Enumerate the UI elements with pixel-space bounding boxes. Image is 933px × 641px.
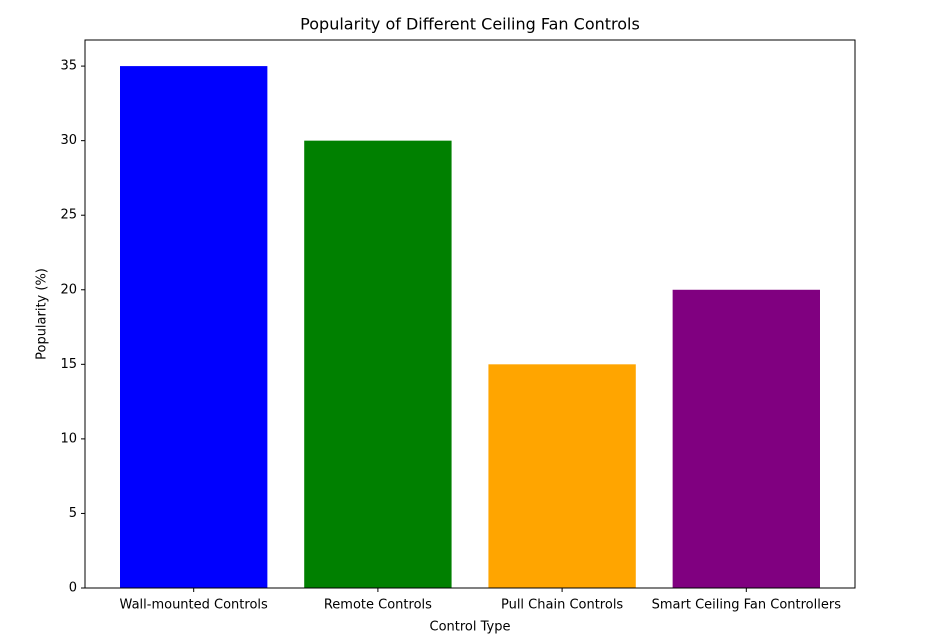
x-tick-label: Wall-mounted Controls [120, 598, 268, 613]
bar [120, 66, 268, 589]
bar [488, 364, 636, 588]
y-tick-label: 20 [60, 282, 77, 297]
x-tick-label: Remote Controls [324, 598, 432, 613]
y-axis-label: Popularity (%) [35, 268, 50, 360]
bar [672, 289, 820, 588]
x-axis-label: Control Type [430, 620, 511, 635]
y-tick-label: 5 [69, 506, 77, 521]
y-tick-label: 10 [60, 431, 77, 446]
y-tick-label: 25 [60, 208, 77, 223]
plot-frame [84, 39, 856, 589]
x-tick-label: Pull Chain Controls [501, 598, 623, 613]
y-tick-label: 0 [69, 581, 77, 596]
y-tick-label: 30 [60, 133, 77, 148]
y-tick-label: 15 [60, 357, 77, 372]
bar [304, 140, 452, 588]
chart-title: Popularity of Different Ceiling Fan Cont… [300, 15, 640, 34]
x-tick-label: Smart Ceiling Fan Controllers [652, 598, 842, 613]
y-tick-label: 35 [60, 59, 77, 74]
